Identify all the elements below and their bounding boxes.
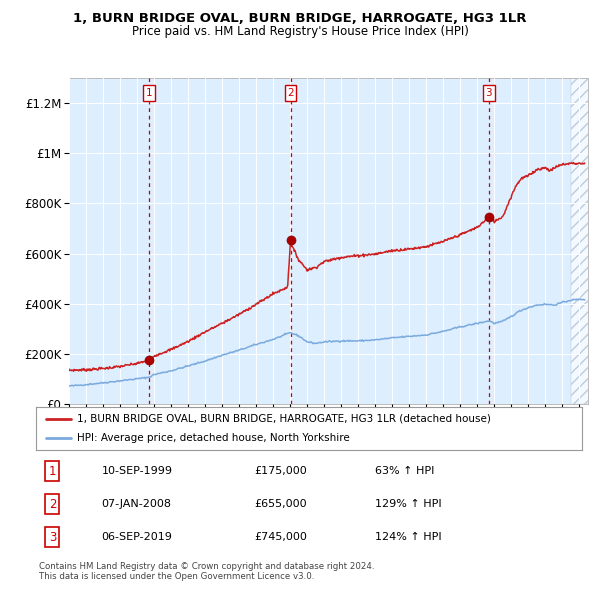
Text: Price paid vs. HM Land Registry's House Price Index (HPI): Price paid vs. HM Land Registry's House …	[131, 25, 469, 38]
Text: £655,000: £655,000	[254, 499, 307, 509]
Text: 06-SEP-2019: 06-SEP-2019	[101, 532, 172, 542]
Bar	[571, 78, 596, 404]
Text: 3: 3	[49, 530, 56, 544]
Text: 2: 2	[287, 88, 294, 98]
Text: 63% ↑ HPI: 63% ↑ HPI	[374, 466, 434, 476]
Text: £175,000: £175,000	[254, 466, 307, 476]
Text: HPI: Average price, detached house, North Yorkshire: HPI: Average price, detached house, Nort…	[77, 433, 350, 443]
Text: This data is licensed under the Open Government Licence v3.0.: This data is licensed under the Open Gov…	[39, 572, 314, 581]
Text: 1: 1	[145, 88, 152, 98]
Text: 07-JAN-2008: 07-JAN-2008	[101, 499, 172, 509]
Text: 1, BURN BRIDGE OVAL, BURN BRIDGE, HARROGATE, HG3 1LR: 1, BURN BRIDGE OVAL, BURN BRIDGE, HARROG…	[73, 12, 527, 25]
Text: 2: 2	[49, 497, 56, 511]
Text: 3: 3	[485, 88, 492, 98]
Bar	[571, 78, 596, 404]
Text: 124% ↑ HPI: 124% ↑ HPI	[374, 532, 441, 542]
Text: £745,000: £745,000	[254, 532, 307, 542]
Text: 10-SEP-1999: 10-SEP-1999	[101, 466, 173, 476]
Text: 129% ↑ HPI: 129% ↑ HPI	[374, 499, 441, 509]
Text: 1, BURN BRIDGE OVAL, BURN BRIDGE, HARROGATE, HG3 1LR (detached house): 1, BURN BRIDGE OVAL, BURN BRIDGE, HARROG…	[77, 414, 491, 424]
Text: Contains HM Land Registry data © Crown copyright and database right 2024.: Contains HM Land Registry data © Crown c…	[39, 562, 374, 571]
Text: 1: 1	[49, 464, 56, 478]
